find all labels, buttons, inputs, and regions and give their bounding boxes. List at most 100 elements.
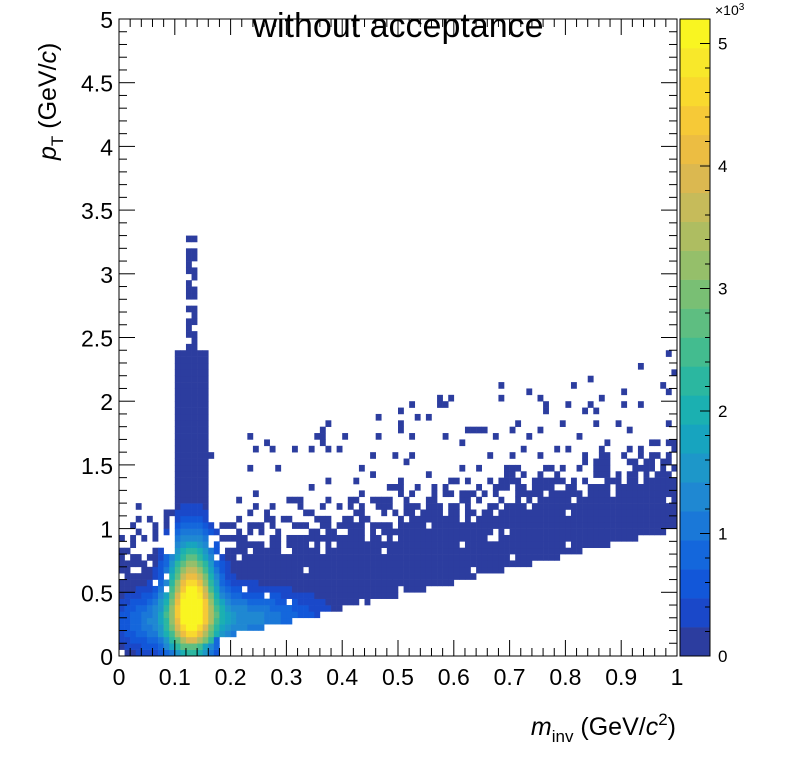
heatmap-cell bbox=[331, 547, 337, 555]
heatmap-cell bbox=[459, 547, 466, 555]
heatmap-cell bbox=[163, 649, 170, 657]
heatmap-cell bbox=[135, 528, 142, 536]
heatmap-cell bbox=[487, 452, 494, 459]
colorbar-segment bbox=[680, 540, 710, 570]
heatmap-cell bbox=[364, 598, 371, 606]
heatmap-cell bbox=[660, 503, 667, 510]
heatmap-cell bbox=[453, 573, 460, 580]
heatmap-cell bbox=[409, 522, 416, 529]
heatmap-cell bbox=[197, 528, 203, 536]
heatmap-cell bbox=[598, 496, 605, 504]
heatmap-cell bbox=[442, 522, 449, 529]
heatmap-cell bbox=[665, 439, 672, 447]
heatmap-cell bbox=[264, 579, 270, 587]
heatmap-cell bbox=[286, 566, 293, 574]
heatmap-cell bbox=[291, 611, 298, 619]
heatmap-cell bbox=[236, 624, 243, 631]
heatmap-cell bbox=[481, 547, 488, 555]
heatmap-cell bbox=[358, 509, 365, 517]
heatmap-cell bbox=[124, 560, 131, 568]
heatmap-cell bbox=[319, 433, 326, 440]
heatmap-cell bbox=[185, 503, 192, 510]
heatmap-cell bbox=[464, 528, 471, 536]
heatmap-cell bbox=[543, 484, 549, 491]
heatmap-cell bbox=[174, 649, 181, 657]
heatmap-cell bbox=[202, 579, 209, 587]
heatmap-cell bbox=[565, 534, 572, 542]
heatmap-cell bbox=[459, 490, 466, 498]
y-label-sub: T bbox=[48, 136, 67, 146]
heatmap-cell bbox=[280, 592, 287, 599]
heatmap-cell bbox=[247, 433, 254, 440]
heatmap-cell bbox=[520, 541, 527, 549]
heatmap-cell bbox=[398, 426, 404, 434]
heatmap-cell bbox=[180, 407, 187, 415]
heatmap-cell bbox=[582, 407, 589, 415]
heatmap-cell bbox=[202, 477, 209, 485]
heatmap-cell bbox=[520, 560, 527, 568]
heatmap-cell bbox=[202, 471, 209, 478]
heatmap-cell bbox=[185, 643, 192, 650]
heatmap-cell bbox=[615, 484, 622, 491]
heatmap-cell bbox=[213, 605, 220, 612]
heatmap-cell bbox=[208, 522, 215, 529]
heatmap-cell bbox=[303, 560, 310, 568]
heatmap-cell bbox=[191, 420, 198, 427]
heatmap-cell bbox=[593, 471, 600, 478]
heatmap-cell bbox=[576, 509, 583, 517]
heatmap-cell bbox=[158, 592, 164, 599]
heatmap-cell bbox=[504, 484, 510, 491]
heatmap-cell bbox=[197, 515, 203, 523]
heatmap-cell bbox=[303, 585, 310, 593]
heatmap-cell bbox=[163, 566, 170, 574]
heatmap-cell bbox=[191, 388, 198, 396]
heatmap-cell bbox=[158, 624, 164, 631]
heatmap-cell bbox=[342, 560, 349, 568]
heatmap-cell bbox=[124, 592, 131, 599]
heatmap-cell bbox=[381, 566, 388, 574]
heatmap-cell bbox=[598, 471, 605, 478]
heatmap-cell bbox=[197, 445, 203, 453]
heatmap-cell bbox=[358, 585, 365, 593]
heatmap-cell bbox=[358, 503, 365, 510]
heatmap-cell bbox=[509, 534, 516, 542]
heatmap-cell bbox=[559, 464, 566, 472]
heatmap-cell bbox=[247, 605, 254, 612]
heatmap-cell bbox=[481, 528, 488, 536]
heatmap-cell bbox=[392, 547, 399, 555]
heatmap-cell bbox=[358, 554, 365, 561]
heatmap-cell bbox=[403, 554, 410, 561]
heatmap-cell bbox=[191, 496, 198, 504]
heatmap-cell bbox=[420, 509, 427, 517]
heatmap-cell bbox=[124, 579, 131, 587]
heatmap-cell bbox=[252, 617, 259, 625]
heatmap-cell bbox=[197, 407, 203, 415]
heatmap-cell bbox=[498, 554, 505, 561]
heatmap-cell bbox=[442, 579, 449, 587]
heatmap-cell bbox=[197, 598, 203, 606]
heatmap-cell bbox=[197, 452, 203, 459]
heatmap-cell bbox=[236, 541, 243, 549]
heatmap-cell bbox=[626, 477, 633, 485]
heatmap-cell bbox=[191, 490, 198, 498]
heatmap-cell bbox=[135, 636, 142, 644]
heatmap-cell bbox=[286, 573, 293, 580]
heatmap-cell bbox=[180, 369, 187, 377]
heatmap-cell bbox=[185, 407, 192, 415]
heatmap-cell bbox=[398, 522, 404, 529]
heatmap-cell bbox=[425, 541, 432, 549]
heatmap-cell bbox=[314, 579, 321, 587]
heatmap-cell bbox=[141, 592, 148, 599]
heatmap-cell bbox=[448, 515, 455, 523]
heatmap-cell bbox=[319, 426, 326, 434]
heatmap-cell bbox=[587, 522, 594, 529]
heatmap-cell bbox=[297, 522, 304, 529]
heatmap-cell bbox=[230, 547, 237, 555]
heatmap-cell bbox=[236, 617, 243, 625]
heatmap-cell bbox=[124, 611, 131, 619]
heatmap-cell bbox=[280, 566, 287, 574]
heatmap-cell bbox=[158, 554, 164, 561]
heatmap-cell bbox=[470, 528, 477, 536]
heatmap-cell bbox=[314, 528, 321, 536]
heatmap-cell bbox=[152, 630, 159, 638]
